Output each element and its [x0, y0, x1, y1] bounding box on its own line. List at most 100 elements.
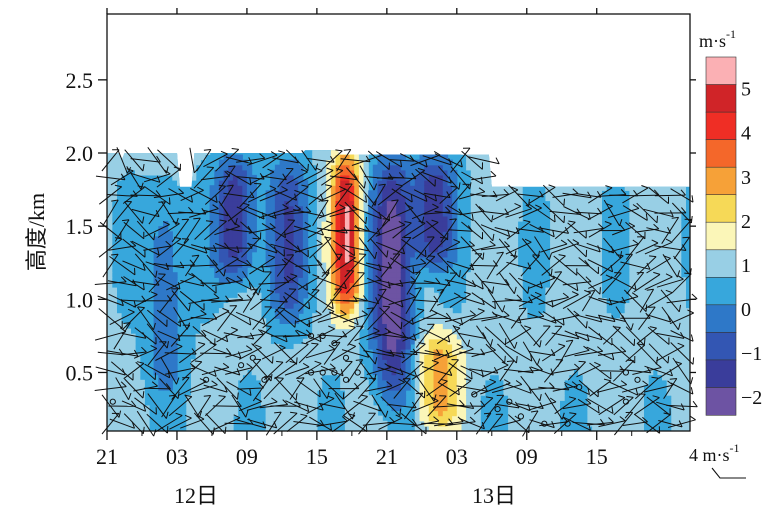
field-cell [232, 164, 239, 171]
field-cell [512, 174, 519, 181]
field-cell [634, 205, 640, 212]
field-cell [475, 262, 481, 268]
field-cell [540, 379, 547, 386]
field-cell [452, 359, 458, 365]
field-cell [522, 150, 528, 155]
field-cell [302, 425, 309, 431]
field-cell [657, 359, 663, 365]
field-cell [218, 425, 225, 431]
field-cell [265, 343, 271, 350]
field-cell [354, 256, 360, 263]
field-cell [554, 185, 560, 191]
field-cell [246, 303, 253, 309]
field-cell [596, 267, 602, 273]
field-cell [158, 144, 163, 150]
field-cell [424, 169, 430, 176]
field-cell [601, 303, 607, 309]
field-cell [508, 210, 514, 217]
field-cell [582, 267, 588, 273]
field-cell [475, 282, 481, 289]
field-cell [606, 154, 612, 161]
field-cell [270, 231, 276, 237]
field-cell [438, 405, 444, 412]
field-cell [466, 139, 471, 145]
field-cell [638, 400, 644, 406]
field-cell [447, 410, 453, 417]
field-cell [428, 343, 435, 350]
field-cell [503, 323, 509, 330]
field-cell [559, 134, 564, 140]
field-cell [601, 134, 606, 140]
field-cell [480, 205, 486, 212]
field-cell [470, 349, 477, 355]
field-cell [442, 174, 449, 181]
field-cell [326, 333, 332, 340]
field-cell [447, 241, 453, 248]
field-cell [186, 410, 192, 417]
field-cell [349, 272, 355, 278]
field-cell [349, 210, 355, 217]
field-cell [550, 343, 556, 350]
field-cell [484, 226, 491, 232]
field-cell [629, 287, 635, 294]
field-cell [228, 272, 234, 278]
field-cell [363, 150, 369, 155]
field-cell [419, 205, 425, 212]
field-cell [270, 221, 276, 227]
field-cell [214, 410, 220, 417]
field-cell [330, 292, 337, 299]
field-cell [414, 410, 421, 417]
field-cell [200, 343, 206, 350]
field-cell [298, 292, 304, 299]
field-cell [596, 272, 602, 278]
field-cell [657, 221, 663, 227]
field-cell [475, 297, 481, 304]
field-cell [288, 169, 295, 176]
field-cell [414, 200, 421, 207]
field-cell [601, 144, 606, 150]
field-cell [228, 379, 234, 386]
field-cell [191, 425, 197, 431]
field-cell [512, 180, 519, 186]
field-cell [624, 333, 630, 340]
field-cell [167, 359, 173, 365]
field-cell [405, 282, 411, 289]
field-cell [335, 164, 341, 171]
field-cell [228, 338, 234, 345]
field-cell [568, 226, 574, 232]
field-cell [643, 374, 649, 381]
field-cell [377, 303, 383, 309]
field-cell [298, 195, 304, 202]
field-cell [386, 369, 393, 376]
field-cell [480, 267, 486, 273]
field-cell [555, 144, 560, 150]
field-cell [312, 379, 318, 386]
field-cell [638, 313, 644, 319]
field-cell [470, 364, 477, 371]
field-cell [545, 134, 550, 140]
field-cell [517, 323, 523, 330]
field-cell [470, 420, 477, 427]
field-cell [484, 169, 491, 176]
field-cell [312, 415, 318, 422]
field-cell [168, 144, 173, 150]
field-cell [400, 256, 407, 263]
field-cell [461, 359, 467, 365]
field-cell [326, 144, 331, 150]
field-cell [298, 236, 304, 243]
field-cell [111, 169, 117, 176]
field-cell [167, 349, 173, 355]
field-cell [307, 379, 313, 386]
field-cell [232, 405, 239, 412]
field-cell [559, 282, 565, 289]
field-cell [237, 190, 243, 196]
field-cell [531, 420, 537, 427]
field-cell [111, 328, 117, 335]
field-cell [336, 134, 341, 140]
field-cell [405, 262, 411, 268]
field-cell [242, 195, 248, 202]
field-cell [582, 349, 588, 355]
field-cell [592, 343, 598, 350]
field-cell [634, 215, 640, 222]
field-cell [265, 410, 271, 417]
